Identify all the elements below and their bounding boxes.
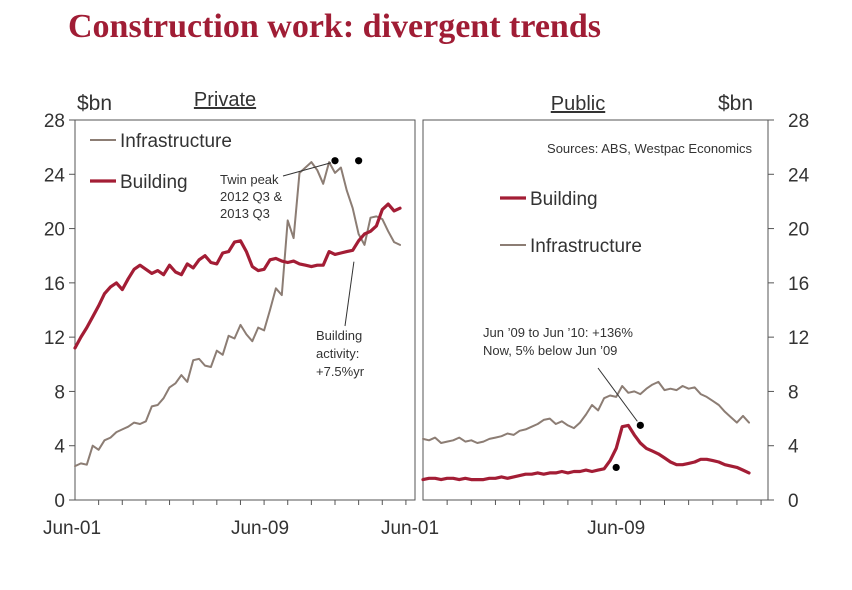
- right-y-tick-label: 12: [788, 328, 809, 349]
- public-building-line: [421, 423, 751, 482]
- legend-public-infrastructure-label: Infrastructure: [530, 236, 642, 257]
- left-y-tick-label: 0: [54, 491, 65, 512]
- right-y-tick-label: 8: [788, 382, 799, 403]
- twin-peak-annotation-text: 2012 Q3 &: [220, 189, 282, 204]
- public-infrastructure-line: [422, 380, 750, 444]
- legend-private-infrastructure-label: Infrastructure: [120, 131, 232, 152]
- twin-peak-annotation-text: 2013 Q3: [220, 206, 270, 221]
- series-layer: [73, 161, 751, 482]
- chart-title: Construction work: divergent trends: [68, 8, 601, 45]
- right-y-axis-label: $bn: [718, 92, 753, 115]
- left-y-tick-label: 20: [44, 220, 65, 241]
- left-y-tick-label: 24: [44, 165, 66, 186]
- building-activity-leader: [344, 261, 355, 327]
- public-surge-annotation-text: Jun ’09 to Jun ’10: +136%: [483, 325, 633, 340]
- building-activity-annotation-text: +7.5%yr: [316, 364, 365, 379]
- left-y-tick-label: 28: [44, 111, 65, 132]
- private-building-line: [73, 202, 402, 350]
- twin-peak-point-2012: [331, 157, 339, 165]
- x-tick-label: Jun-09: [231, 518, 289, 539]
- source-note: Sources: ABS, Westpac Economics: [547, 141, 752, 156]
- public-surge-start-point: [612, 463, 620, 472]
- building-activity-annotation-text: activity:: [316, 346, 359, 361]
- right-y-tick-label: 4: [788, 437, 799, 458]
- public-surge-annotation-text: Now, 5% below Jun ’09: [483, 343, 617, 358]
- left-y-tick-label: 4: [54, 437, 65, 458]
- right-y-tick-label: 16: [788, 274, 809, 295]
- legend-public-building-label: Building: [530, 189, 598, 210]
- right-y-tick-label: 28: [788, 111, 809, 132]
- public-surge-peak-point: [636, 421, 644, 429]
- left-y-tick-label: 12: [44, 328, 65, 349]
- panel-frames: [74, 119, 769, 501]
- x-tick-label: Jun-09: [587, 518, 645, 539]
- private-panel-frame: [74, 119, 416, 501]
- building-activity-annotation-text: Building: [316, 328, 362, 343]
- x-tick-label: Jun-01: [43, 518, 101, 539]
- private-panel-title: Private: [194, 89, 256, 111]
- twin-peak-leader: [282, 162, 332, 177]
- left-y-axis-label: $bn: [77, 92, 112, 115]
- public-panel-frame: [422, 119, 769, 501]
- left-y-tick-label: 8: [54, 382, 65, 403]
- private-infrastructure-line: [74, 161, 401, 468]
- public-panel-title: Public: [551, 93, 605, 115]
- x-tick-label: Jun-01: [381, 518, 439, 539]
- right-y-tick-label: 0: [788, 491, 799, 512]
- right-y-tick-label: 20: [788, 220, 809, 241]
- twin-peak-annotation-text: Twin peak: [220, 172, 279, 187]
- legend-private-building-label: Building: [120, 172, 188, 193]
- public-surge-leader: [597, 367, 638, 422]
- text-layer: 0 4 8 12 16 20 24 28 0 4 8 12 16 20 24 28 Jun-01 Jun-09 Ju…: [43, 89, 810, 539]
- annotation-layer: Twin peak 2012 Q3 & 2013 Q3 Building activit…: [220, 157, 644, 472]
- axis-marks: [69, 119, 774, 505]
- right-y-tick-label: 24: [788, 165, 810, 186]
- twin-peak-point-2013: [355, 157, 363, 165]
- left-y-tick-label: 16: [44, 274, 65, 295]
